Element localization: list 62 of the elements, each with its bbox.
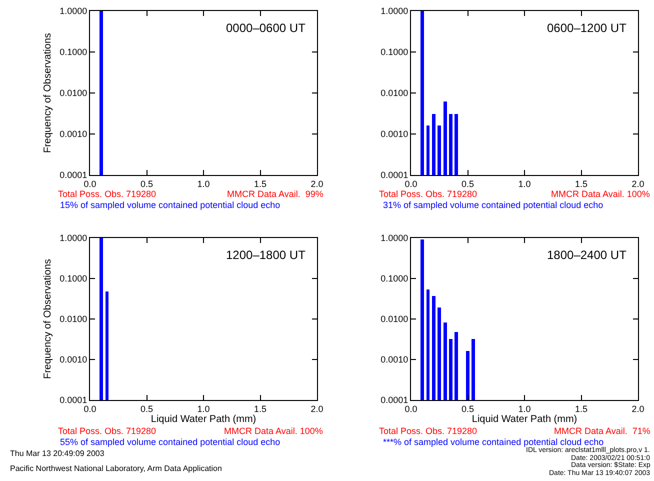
text: Total Poss. Obs. 719280 [379, 189, 478, 199]
x-tick-label: 1.5 [254, 178, 267, 189]
x-tick-label: 1.5 [574, 178, 588, 189]
x-tick-label: 0.0 [404, 404, 418, 414]
annotation: 0000–0600 UT [226, 21, 306, 35]
annotation: 1800–2400 UT [547, 248, 628, 262]
y-tick-label: 0.0001 [60, 170, 88, 180]
x-axis-title: Liquid Water Path (mm) [472, 414, 578, 425]
text: Total Poss. Obs. 719280 [379, 426, 478, 436]
x-tick-label: 2.0 [310, 178, 324, 189]
x-tick-label: 1.0 [197, 404, 210, 414]
y-tick-label: 0.0100 [60, 314, 88, 324]
text: MMCR Data Avail. 99% [227, 189, 324, 199]
x-tick-label: 0.5 [461, 178, 474, 189]
y-tick-label: 1.0000 [60, 6, 88, 16]
x-tick-label: 2.0 [632, 178, 644, 189]
y-tick-label: 0.0010 [60, 129, 88, 140]
text: MMCR Data Avail. 100% [551, 189, 650, 199]
y-tick-label: 0.0001 [380, 170, 408, 180]
annotation: 1200–1800 UT [226, 248, 306, 262]
y-tick-label: 0.1000 [380, 47, 408, 58]
text: 15% of sampled volume contained potential cloud echo [60, 200, 280, 210]
x-tick-label: 2.0 [632, 404, 644, 414]
text: 31% of sampled volume contained potential cloud echo [383, 200, 604, 210]
y-axis-title: Frequency of Observations [42, 258, 54, 380]
x-tick-label: 1.0 [197, 178, 210, 189]
y-tick-label: 1.0000 [380, 233, 408, 244]
x-tick-label: 1.0 [518, 178, 531, 189]
annotation: 0600–1200 UT [547, 21, 628, 35]
y-axis-title: Frequency of Observations [42, 32, 54, 154]
text: MMCR Data Avail. 100% [224, 426, 323, 436]
y-tick-label: 0.0100 [380, 314, 408, 324]
text: Total Poss. Obs. 719280 [58, 426, 156, 436]
x-tick-label: 1.5 [254, 404, 267, 414]
x-tick-label: 0.0 [404, 178, 418, 189]
x-tick-label: 0.5 [461, 404, 474, 414]
x-tick-label: 1.5 [574, 404, 588, 414]
x-tick-label: 0.5 [140, 404, 154, 414]
y-tick-label: 0.1000 [60, 274, 88, 284]
text: 55% of sampled volume contained potential cloud echo [60, 437, 280, 447]
x-tick-label: 0.0 [84, 178, 96, 189]
x-tick-label: 1.0 [518, 404, 531, 414]
y-tick-label: 0.0010 [60, 354, 88, 365]
text: MMCR Data Avail. 71% [554, 426, 650, 436]
x-tick-label: 0.5 [140, 178, 154, 189]
y-tick-label: 0.0100 [380, 88, 408, 98]
y-tick-label: 0.0010 [380, 129, 408, 140]
text: Pacific Northwest National Laboratory, Arm Data Application [10, 464, 222, 473]
y-tick-label: 0.1000 [380, 274, 408, 284]
y-tick-label: 0.0010 [380, 354, 408, 365]
y-tick-label: 0.0100 [60, 88, 88, 98]
y-tick-label: 1.0000 [380, 6, 408, 16]
y-tick-label: 0.0001 [60, 395, 88, 406]
y-tick-label: 1.0000 [60, 233, 88, 244]
text: ***% of sampled volume contained potential cloud echo [383, 437, 604, 447]
text: Thu Mar 13 20:49:09 2003 [10, 449, 105, 458]
text: Total Poss. Obs. 719280 [58, 189, 156, 199]
x-tick-label: 2.0 [310, 404, 324, 414]
x-tick-label: 0.0 [84, 404, 96, 414]
y-tick-label: 0.0001 [380, 395, 408, 406]
x-axis-title: Liquid Water Path (mm) [150, 414, 256, 425]
y-tick-label: 0.1000 [60, 47, 88, 58]
